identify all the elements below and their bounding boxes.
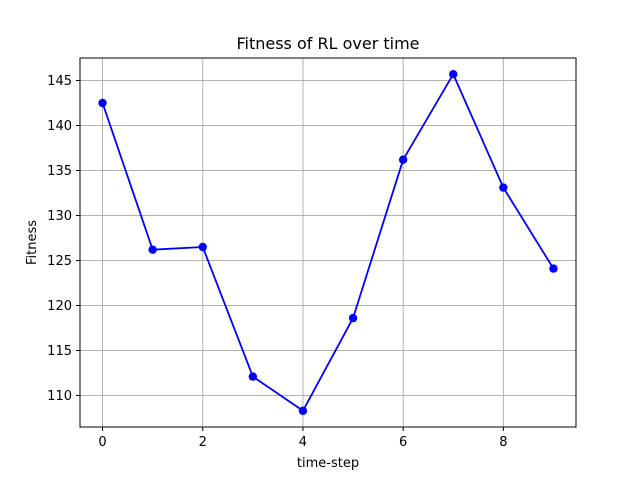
data-point: [298, 406, 308, 415]
data-point: [248, 372, 258, 381]
y-tick-label: 130: [47, 209, 72, 224]
data-point: [348, 313, 358, 323]
y-tick-label: 125: [47, 254, 72, 269]
data-point: [398, 155, 408, 164]
data-point: [549, 264, 558, 273]
data-point: [499, 183, 508, 192]
grid: [80, 58, 576, 427]
chart-title: Fitness of RL over time: [236, 34, 419, 53]
x-tick-label: 4: [299, 435, 307, 450]
y-tick-label: 135: [47, 164, 72, 179]
x-tick-label: 0: [98, 435, 106, 450]
plot-area-frame: [79, 57, 577, 428]
series-line: [101, 73, 555, 412]
y-tick-label: 110: [47, 389, 72, 404]
x-tick-label: 6: [399, 435, 407, 450]
y-tick-label: 120: [47, 299, 72, 314]
data-point: [198, 242, 207, 252]
data-point: [148, 245, 157, 254]
y-axis-title: Fitness: [25, 220, 40, 265]
y-tick-label: 115: [47, 344, 72, 359]
x-axis-title: time-step: [297, 456, 359, 471]
data-point: [449, 70, 458, 79]
y-tick-label: 140: [47, 119, 72, 134]
x-tick-label: 2: [199, 435, 207, 450]
x-axis: 0 2 4 6 8: [98, 427, 507, 450]
y-tick-label: 145: [47, 74, 72, 89]
y-axis: 110 115 120 125 130 135 140 145: [47, 74, 80, 404]
series-layer: [98, 70, 558, 415]
data-point: [98, 98, 107, 108]
x-tick-label: 8: [499, 435, 507, 450]
